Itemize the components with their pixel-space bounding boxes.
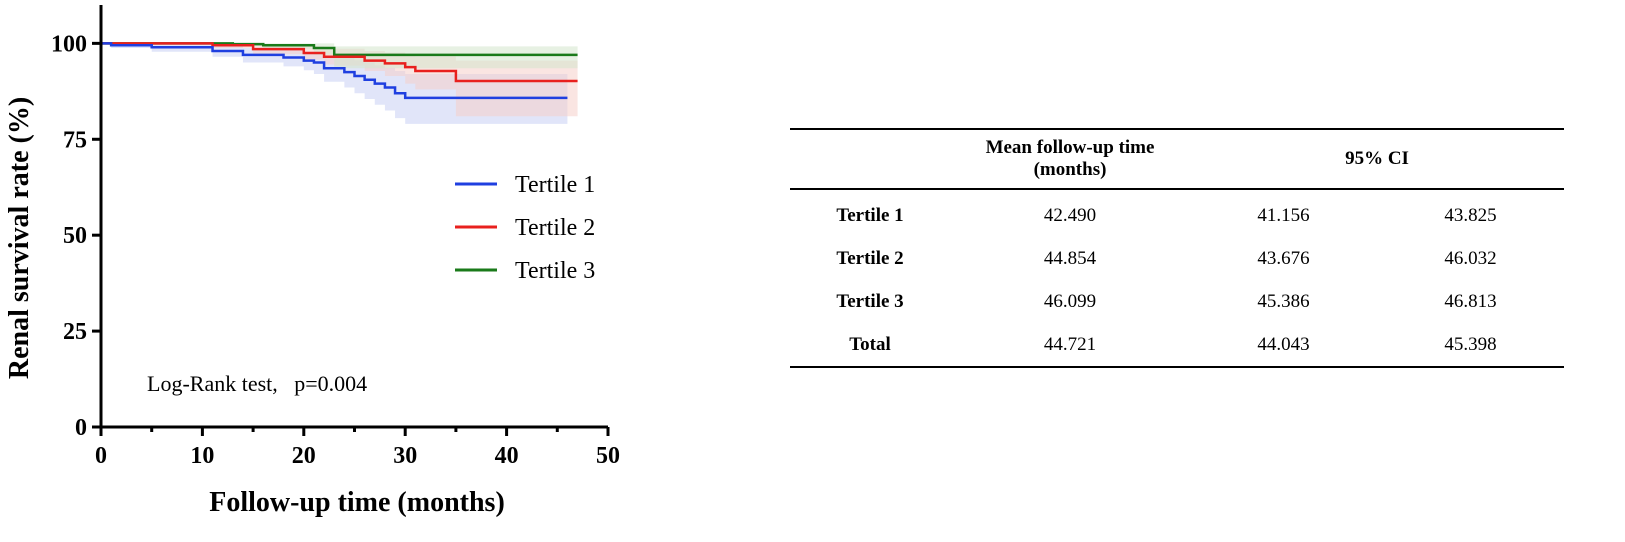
row-label: Tertile 3 bbox=[836, 290, 904, 312]
mean-cell: 44.721 bbox=[1043, 333, 1097, 355]
x-tick-label: 30 bbox=[393, 443, 417, 469]
curve-tertile-2 bbox=[101, 42, 578, 83]
row-label: Total bbox=[849, 333, 891, 355]
axis-ticks: 0 10 20 30 40 50 0 25 50 75 100 bbox=[51, 31, 620, 469]
table-body: Tertile 1 42.490 41.156 43.825 Tertile 2 44.8… bbox=[790, 189, 1564, 367]
ci-low-cell: 45.386 bbox=[1257, 290, 1310, 312]
curve-tertile-1 bbox=[101, 42, 568, 100]
summary-table: Mean follow-up time (months) 95% CI Tert… bbox=[790, 128, 1564, 368]
ci-band-tertile-1 bbox=[101, 43, 568, 124]
x-tick-label: 10 bbox=[190, 443, 214, 469]
x-tick-label: 50 bbox=[596, 443, 620, 469]
x-tick-label: 40 bbox=[495, 443, 519, 469]
ci-low-cell: 44.043 bbox=[1257, 333, 1310, 355]
ci-high-cell: 46.813 bbox=[1444, 290, 1497, 312]
table-row: Tertile 2 44.854 43.676 46.032 bbox=[790, 237, 1564, 280]
header-blank bbox=[790, 129, 950, 189]
survival-curves bbox=[101, 42, 578, 100]
x-tick-label: 0 bbox=[95, 443, 107, 469]
ci-low-cell: 41.156 bbox=[1257, 204, 1310, 226]
y-axis-title: Renal survival rate (%) bbox=[4, 97, 35, 379]
ci-high-cell: 46.032 bbox=[1444, 247, 1497, 269]
row-label: Tertile 2 bbox=[836, 247, 904, 269]
legend-label: Tertile 3 bbox=[515, 258, 595, 284]
x-axis-title: Follow-up time (months) bbox=[209, 487, 505, 518]
y-tick-label: 100 bbox=[51, 31, 87, 57]
survival-chart: 0 10 20 30 40 50 0 25 50 75 100 Renal survival rat… bbox=[4, 5, 620, 518]
header-ci: 95% CI bbox=[1345, 148, 1409, 169]
ci-high-cell: 45.398 bbox=[1444, 333, 1497, 355]
header-mean-line2: (months) bbox=[1033, 159, 1107, 180]
ci-low-cell: 43.676 bbox=[1257, 247, 1310, 269]
row-label: Tertile 1 bbox=[836, 204, 904, 226]
y-tick-label: 75 bbox=[63, 127, 87, 153]
mean-cell: 46.099 bbox=[1043, 290, 1097, 312]
ci-high-cell: 43.825 bbox=[1444, 204, 1497, 226]
y-tick-label: 0 bbox=[75, 415, 87, 441]
x-tick-label: 20 bbox=[292, 443, 316, 469]
legend-label: Tertile 1 bbox=[515, 172, 595, 198]
legend: Tertile 1 Tertile 2 Tertile 3 bbox=[455, 172, 595, 284]
mean-cell: 42.490 bbox=[1043, 204, 1097, 226]
table-row: Total 44.721 44.043 45.398 bbox=[790, 323, 1564, 367]
y-tick-label: 25 bbox=[63, 319, 87, 345]
mean-cell: 44.854 bbox=[1043, 247, 1097, 269]
table-row: Tertile 1 42.490 41.156 43.825 bbox=[790, 189, 1564, 237]
header-mean-line1: Mean follow-up time bbox=[985, 137, 1155, 158]
table-header-row: Mean follow-up time (months) 95% CI bbox=[790, 129, 1564, 189]
curve-tertile-3 bbox=[101, 42, 578, 57]
log-rank-annotation: Log-Rank test, p=0.004 bbox=[147, 371, 367, 396]
legend-label: Tertile 2 bbox=[515, 215, 595, 241]
y-tick-label: 50 bbox=[63, 223, 87, 249]
table-row: Tertile 3 46.099 45.386 46.813 bbox=[790, 280, 1564, 323]
header-mean-follow-up: Mean follow-up time (months) bbox=[950, 129, 1190, 189]
